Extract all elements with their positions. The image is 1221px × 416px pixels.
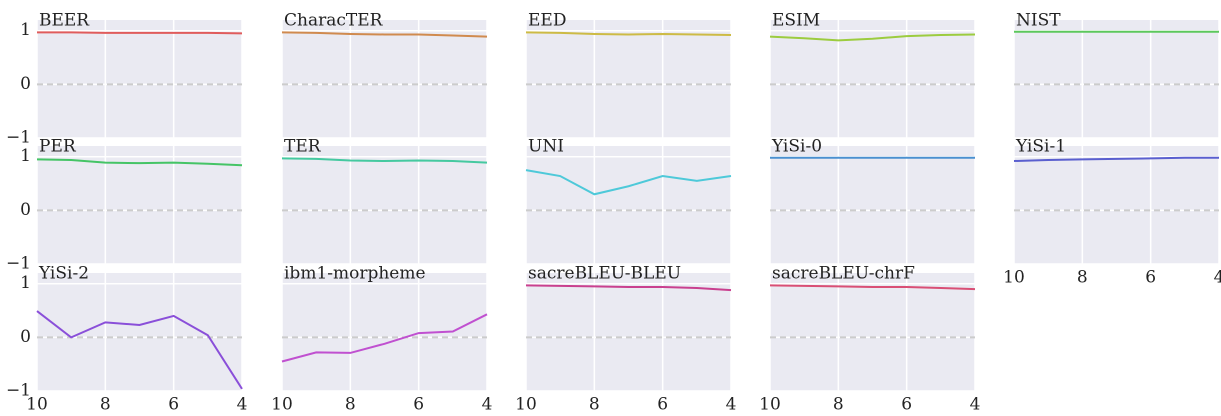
plot-area [37,273,242,391]
x-tick-label: 10 [271,395,293,415]
panel: EED [525,11,732,139]
y-tick-label: 0 [20,200,31,220]
series-line [36,158,243,167]
panel: TER [281,137,488,265]
panel-title: TER [284,137,322,157]
panel: NIST [1013,11,1220,139]
x-tick-label: 8 [589,395,600,415]
plot-area [37,20,242,138]
plot-area [1014,146,1219,264]
x-tick-label: 4 [970,395,981,415]
series-line [281,313,488,363]
x-tick-label: 4 [482,395,493,415]
x-tick-label: 10 [515,395,537,415]
panel-title: PER [39,137,77,157]
panel-title: ESIM [772,11,820,31]
plot-area [37,146,242,264]
plot-area [282,20,487,138]
y-tick-label: 0 [20,327,31,347]
series-line [36,310,243,390]
x-tick-label: 4 [726,395,737,415]
panel: 10 8 6 4 −1 0 1 YiSi-2 [6,264,247,415]
y-tick-label: 1 [20,273,31,293]
plot-area [770,273,975,391]
y-tick-label: 0 [20,74,31,94]
panel: UNI [525,137,732,265]
x-tick-label: 8 [833,395,844,415]
x-tick-label: 8 [1077,268,1088,288]
panel: −1 0 1 BEER [6,11,243,148]
series-line [281,157,488,164]
panel-title: NIST [1016,11,1061,31]
y-tick-label: −1 [6,128,31,148]
panel-title: UNI [528,137,564,157]
panel: 10 8 6 4 ibm1-morpheme [271,264,492,415]
plot-area [1014,20,1219,138]
panel: 10 8 6 4 sacreBLEU-chrF [759,264,980,415]
panel: −1 0 1 PER [6,137,243,274]
panel-title: YiSi-2 [38,264,89,284]
y-tick-label: 1 [20,20,31,40]
panel-title: YiSi-0 [771,137,822,157]
plot-area [770,146,975,264]
panel: YiSi-0 [769,137,976,265]
y-tick-label: −1 [6,381,31,401]
series-line [769,33,976,42]
x-tick-label: 6 [1145,268,1156,288]
series-line [37,31,243,35]
x-tick-label: 6 [901,395,912,415]
panel-title: sacreBLEU-BLEU [528,264,681,284]
x-tick-label: 6 [413,395,424,415]
series-line [281,31,488,38]
x-tick-label: 6 [168,395,179,415]
panel: ESIM [769,11,976,139]
series-line [769,284,976,291]
y-tick-label: 1 [20,146,31,166]
series-line [525,31,732,37]
series-line [1013,156,1219,163]
panel: CharacTER [281,11,488,139]
panel-title: CharacTER [284,11,384,31]
plot-area [526,146,731,264]
plot-area [526,273,731,391]
plot-area [282,146,487,264]
x-tick-label: 6 [657,395,668,415]
panel-title: BEER [39,11,90,31]
panel: 10 8 6 4 YiSi-1 [1003,137,1221,288]
panel-title: sacreBLEU-chrF [772,264,915,284]
panel-title: YiSi-1 [1015,137,1066,157]
panel-title: EED [528,11,566,31]
x-tick-label: 10 [26,395,48,415]
x-tick-label: 4 [1214,268,1221,288]
series-line [525,284,732,292]
x-tick-label: 8 [100,395,111,415]
x-tick-label: 10 [1003,268,1025,288]
panel: 10 8 6 4 sacreBLEU-BLEU [515,264,736,415]
plot-area [282,273,487,391]
panel-title: ibm1-morpheme [284,264,426,284]
y-tick-label: −1 [6,254,31,274]
series-line [525,169,732,196]
plot-area [526,20,731,138]
x-tick-label: 4 [237,395,248,415]
x-tick-label: 10 [759,395,781,415]
x-tick-label: 8 [345,395,356,415]
